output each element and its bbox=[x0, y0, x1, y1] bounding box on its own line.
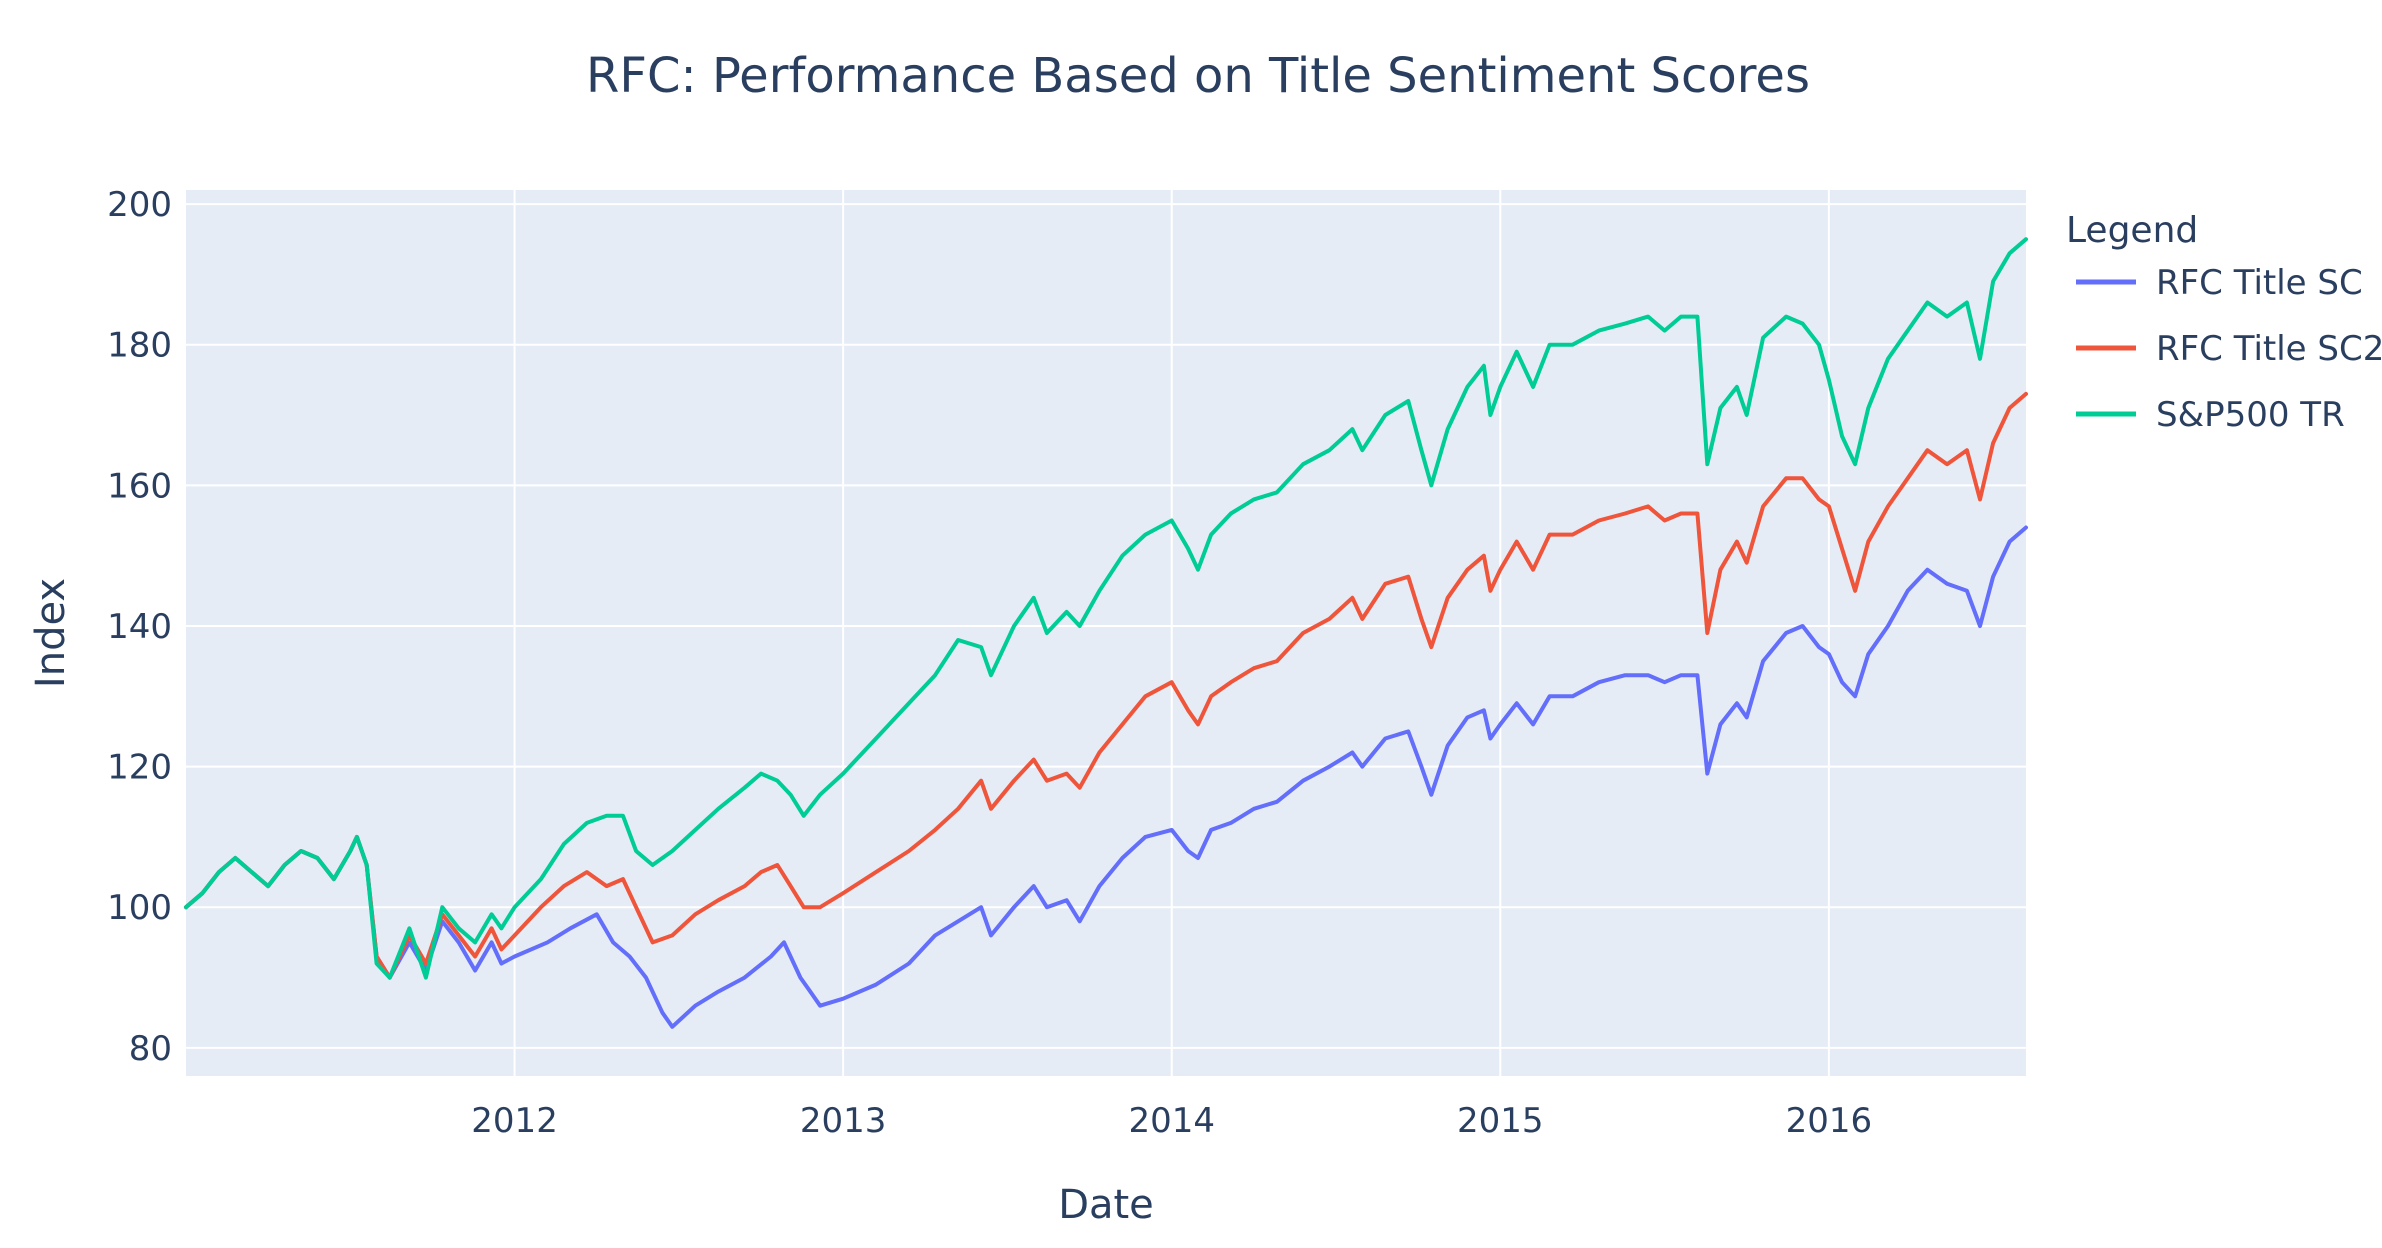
x-tick-label-2014: 2014 bbox=[1128, 1101, 1215, 1141]
y-tick-label-120: 120 bbox=[107, 748, 172, 788]
y-tick-label-180: 180 bbox=[107, 326, 172, 366]
series-line-2[interactable] bbox=[184, 391, 2028, 980]
y-gridlines bbox=[186, 203, 2026, 1049]
legend-label-2[interactable]: RFC Title SC2 bbox=[2156, 329, 2382, 369]
legend-label-1[interactable]: RFC Title SC bbox=[2156, 263, 2363, 303]
y-tick-label-80: 80 bbox=[129, 1029, 172, 1069]
x-tick-label-2013: 2013 bbox=[800, 1101, 887, 1141]
y-tick-labels: 80 100 120 140 160 180 200 bbox=[107, 185, 172, 1069]
series-layer bbox=[184, 237, 2028, 1029]
y-tick-label-140: 140 bbox=[107, 607, 172, 647]
legend-title: Legend bbox=[2066, 210, 2198, 251]
y-tick-label-160: 160 bbox=[107, 466, 172, 506]
y-tick-label-200: 200 bbox=[107, 185, 172, 225]
x-tick-label-2012: 2012 bbox=[471, 1101, 558, 1141]
x-axis-title: Date bbox=[1058, 1182, 1154, 1228]
plot-background bbox=[186, 190, 2026, 1076]
chart-title: RFC: Performance Based on Title Sentimen… bbox=[586, 48, 1810, 104]
series-line-3[interactable] bbox=[184, 237, 2028, 980]
y-tick-label-100: 100 bbox=[107, 888, 172, 928]
x-tick-labels: 2012 2013 2014 2015 2016 bbox=[471, 1101, 1872, 1141]
x-gridlines bbox=[513, 190, 1830, 1076]
legend-items: RFC Title SC RFC Title SC2 S&P500 TR bbox=[2076, 263, 2382, 435]
series-line-1[interactable] bbox=[184, 525, 2028, 1029]
x-tick-label-2015: 2015 bbox=[1457, 1101, 1544, 1141]
y-axis-title: Index bbox=[28, 578, 74, 688]
legend: Legend RFC Title SC RFC Title SC2 S&P500 T… bbox=[2066, 210, 2382, 435]
x-tick-label-2016: 2016 bbox=[1786, 1101, 1873, 1141]
legend-label-3[interactable]: S&P500 TR bbox=[2156, 395, 2345, 435]
